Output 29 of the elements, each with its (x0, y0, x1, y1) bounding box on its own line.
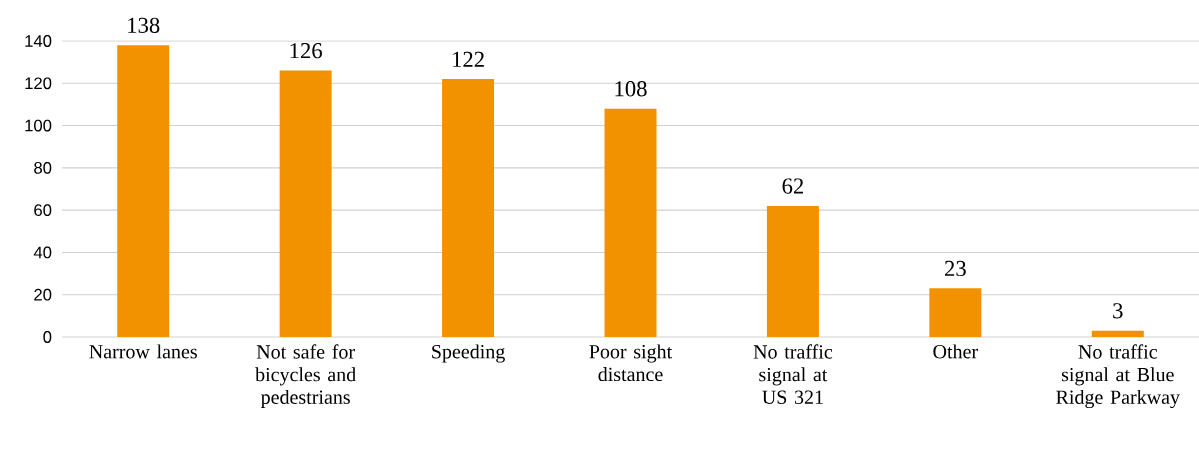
data-label: 23 (945, 260, 966, 277)
x-tick-label: Other (933, 344, 978, 359)
y-tick-label: 40 (33, 246, 52, 259)
x-tick-label: Not safe for bicycles and pedestrians (255, 344, 356, 409)
bar (766, 205, 819, 337)
x-tick-label: No traffic signal at US 321 (753, 344, 833, 404)
bar (1091, 330, 1144, 337)
bar (442, 79, 495, 337)
bar (604, 108, 657, 337)
y-tick-label: 20 (34, 288, 52, 301)
bar (279, 70, 332, 337)
data-label: 138 (128, 17, 160, 33)
data-label: 108 (615, 81, 647, 97)
data-label: 126 (290, 43, 322, 59)
bar (117, 45, 170, 337)
x-tick-label: No traffic signal at Blue Ridge Parkway (1056, 344, 1180, 409)
x-tick-label: Narrow lanes (89, 344, 197, 359)
y-tick-label: 0 (43, 331, 52, 343)
y-tick-label: 120 (25, 77, 52, 90)
data-label: 3 (1113, 303, 1123, 319)
bar (929, 288, 982, 337)
y-tick-label: 100 (25, 119, 52, 132)
x-tick-label: Speeding (432, 344, 505, 363)
y-tick-label: 60 (34, 204, 52, 217)
y-tick-label: 80 (34, 161, 52, 174)
x-tick-label: Poor sight distance (589, 344, 673, 382)
y-tick-label: 140 (25, 35, 52, 47)
data-label: 62 (782, 178, 803, 194)
data-label: 122 (453, 51, 484, 67)
